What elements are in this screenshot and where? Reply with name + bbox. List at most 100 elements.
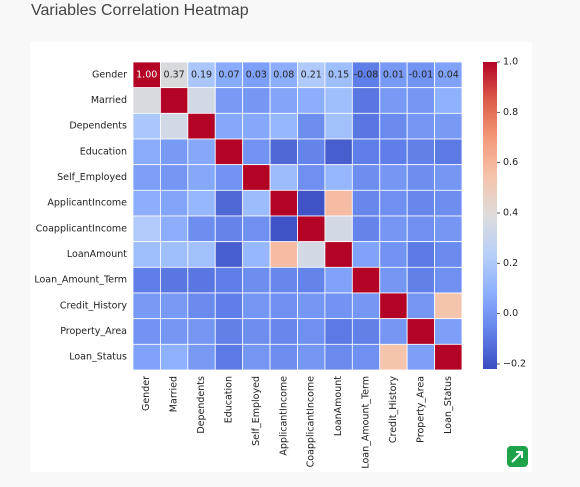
heatmap-cell bbox=[132, 266, 161, 294]
heatmap-cell bbox=[406, 343, 435, 371]
heatmap-cell bbox=[434, 189, 463, 217]
heatmap-cell bbox=[269, 241, 298, 268]
heatmap-cell bbox=[434, 164, 463, 191]
heatmap-cell bbox=[379, 318, 408, 345]
x-tick-label: Married bbox=[169, 376, 180, 412]
heatmap-cell bbox=[242, 343, 271, 371]
heatmap-cell bbox=[379, 61, 408, 89]
heatmap-cell bbox=[132, 87, 161, 114]
heatmap-cell bbox=[406, 292, 435, 320]
y-tick-label: CoapplicantIncome bbox=[36, 223, 128, 234]
heatmap-cell bbox=[132, 241, 161, 268]
heatmap-cell bbox=[351, 292, 381, 320]
heatmap-cell bbox=[214, 87, 244, 114]
heatmap-cell bbox=[187, 266, 216, 294]
heatmap-cell bbox=[379, 343, 408, 371]
heatmap-cell bbox=[297, 138, 326, 166]
cell-label: 0.19 bbox=[191, 69, 212, 80]
heatmap-cell bbox=[406, 138, 435, 166]
heatmap-cell bbox=[324, 241, 353, 268]
heatmap-cell bbox=[269, 266, 298, 294]
heatmap-cell bbox=[242, 266, 271, 294]
heatmap-cell bbox=[434, 292, 463, 320]
heatmap-cell bbox=[297, 164, 326, 191]
heatmap-cell bbox=[351, 343, 381, 371]
heatmap-cell bbox=[160, 266, 189, 294]
cell-label: 0.21 bbox=[301, 69, 322, 80]
heatmap-cell bbox=[324, 292, 353, 320]
heatmap-cell bbox=[242, 164, 271, 191]
heatmap-cell bbox=[406, 61, 435, 89]
heatmap-cell bbox=[297, 292, 326, 320]
heatmap-cell bbox=[187, 241, 216, 268]
heatmap-cell bbox=[242, 138, 271, 166]
heatmap-cell bbox=[297, 112, 326, 140]
heatmap-cell bbox=[242, 61, 271, 89]
x-tick-label: Dependents bbox=[196, 376, 207, 434]
colorbar-tick-label: 0.0 bbox=[503, 308, 518, 319]
heatmap-cell bbox=[187, 87, 216, 114]
heatmap-cell bbox=[214, 241, 244, 268]
heatmap-cell bbox=[379, 87, 408, 114]
heatmap-cell bbox=[297, 318, 326, 345]
y-tick-label: Self_Employed bbox=[57, 172, 127, 183]
heatmap-cell bbox=[214, 343, 244, 371]
page-title: Variables Correlation Heatmap bbox=[31, 2, 249, 19]
y-tick-label: Credit_History bbox=[60, 300, 127, 311]
heatmap-cell bbox=[187, 138, 216, 166]
heatmap-cell bbox=[434, 61, 463, 89]
heatmap-cell bbox=[214, 164, 244, 191]
heatmap-cell bbox=[132, 189, 161, 217]
heatmap-cell bbox=[351, 189, 381, 217]
y-tick-label: Loan_Status bbox=[69, 352, 127, 363]
heatmap-cell bbox=[160, 61, 189, 89]
heatmap-cell bbox=[297, 266, 326, 294]
heatmap-cell bbox=[406, 241, 435, 268]
heatmap-cell bbox=[297, 343, 326, 371]
heatmap-cell bbox=[324, 87, 353, 114]
heatmap-cell bbox=[434, 266, 463, 294]
heatmap-cell bbox=[187, 164, 216, 191]
y-tick-label: Loan_Amount_Term bbox=[34, 275, 127, 286]
heatmap-cell bbox=[214, 112, 244, 140]
heatmap-cell bbox=[324, 343, 353, 371]
heatmap-cell bbox=[160, 138, 189, 166]
heatmap-cell bbox=[242, 241, 271, 268]
heatmap-cell bbox=[297, 241, 326, 268]
heatmap-cell bbox=[434, 343, 463, 371]
expand-icon[interactable] bbox=[507, 446, 528, 467]
cell-label: 0.37 bbox=[164, 69, 185, 80]
heatmap-cell bbox=[324, 189, 353, 217]
heatmap-cell bbox=[269, 87, 298, 114]
heatmap-cell bbox=[269, 343, 298, 371]
heatmap-cell bbox=[379, 241, 408, 268]
heatmap-cell bbox=[269, 164, 298, 191]
heatmap-cell bbox=[269, 318, 298, 345]
heatmap-cell bbox=[351, 215, 381, 243]
heatmap-cell bbox=[351, 138, 381, 166]
heatmap-cell bbox=[406, 318, 435, 345]
x-tick-label: Education bbox=[223, 376, 234, 423]
heatmap-cell bbox=[406, 189, 435, 217]
heatmap-cell bbox=[434, 318, 463, 345]
heatmap-cell bbox=[324, 138, 353, 166]
heatmap-cell bbox=[297, 215, 326, 243]
heatmap-cell bbox=[187, 112, 216, 140]
heatmap-cell bbox=[351, 112, 381, 140]
cell-label: 0.04 bbox=[438, 69, 459, 80]
y-tick-label: ApplicantIncome bbox=[47, 198, 127, 209]
heatmap-cell bbox=[187, 61, 216, 89]
heatmap-cell bbox=[242, 189, 271, 217]
colorbar-tick-label: −0.2 bbox=[503, 358, 526, 369]
cell-label: 0.08 bbox=[273, 69, 294, 80]
heatmap-cell bbox=[269, 138, 298, 166]
heatmap-cell bbox=[351, 87, 381, 114]
heatmap-cell bbox=[214, 138, 244, 166]
x-tick-label: Gender bbox=[141, 376, 152, 411]
colorbar-tick-label: 1.0 bbox=[503, 57, 518, 68]
heatmap-cell bbox=[214, 189, 244, 217]
heatmap-cell bbox=[269, 112, 298, 140]
heatmap-cell bbox=[379, 138, 408, 166]
heatmap-cell bbox=[269, 215, 298, 243]
heatmap-cell bbox=[324, 266, 353, 294]
